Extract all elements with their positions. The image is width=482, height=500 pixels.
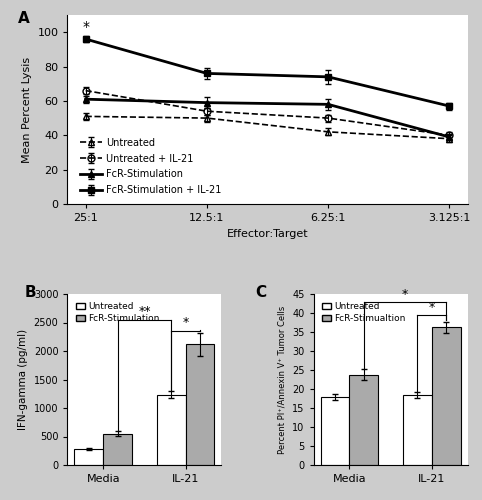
Legend: Untreated, FcR-Stimualtion: Untreated, FcR-Stimualtion xyxy=(318,298,409,326)
X-axis label: Effector:Target: Effector:Target xyxy=(227,228,308,238)
Text: *: * xyxy=(182,316,188,330)
Text: *: * xyxy=(428,301,435,314)
Y-axis label: Mean Percent Lysis: Mean Percent Lysis xyxy=(22,56,32,162)
Legend: Untreated, Untreated + IL-21, FcR-Stimulation, FcR-Stimulation + IL-21: Untreated, Untreated + IL-21, FcR-Stimul… xyxy=(76,134,226,199)
Text: B: B xyxy=(25,286,36,300)
Bar xyxy=(157,395,186,465)
Y-axis label: Percent PI⁺/Annexin V⁺ Tumor Cells: Percent PI⁺/Annexin V⁺ Tumor Cells xyxy=(278,306,287,454)
Bar xyxy=(321,398,349,465)
Bar xyxy=(103,434,132,465)
Bar xyxy=(186,344,214,465)
Bar xyxy=(432,328,460,465)
Text: A: A xyxy=(17,11,29,26)
Legend: Untreated, FcR-Stimulation: Untreated, FcR-Stimulation xyxy=(72,298,163,326)
Bar xyxy=(75,449,103,465)
Text: *: * xyxy=(82,20,89,34)
Bar xyxy=(349,374,378,465)
Y-axis label: IFN-gamma (pg/ml): IFN-gamma (pg/ml) xyxy=(18,329,28,430)
Text: *: * xyxy=(402,288,408,301)
Bar xyxy=(403,394,432,465)
Text: C: C xyxy=(255,286,267,300)
Text: **: ** xyxy=(138,305,151,318)
